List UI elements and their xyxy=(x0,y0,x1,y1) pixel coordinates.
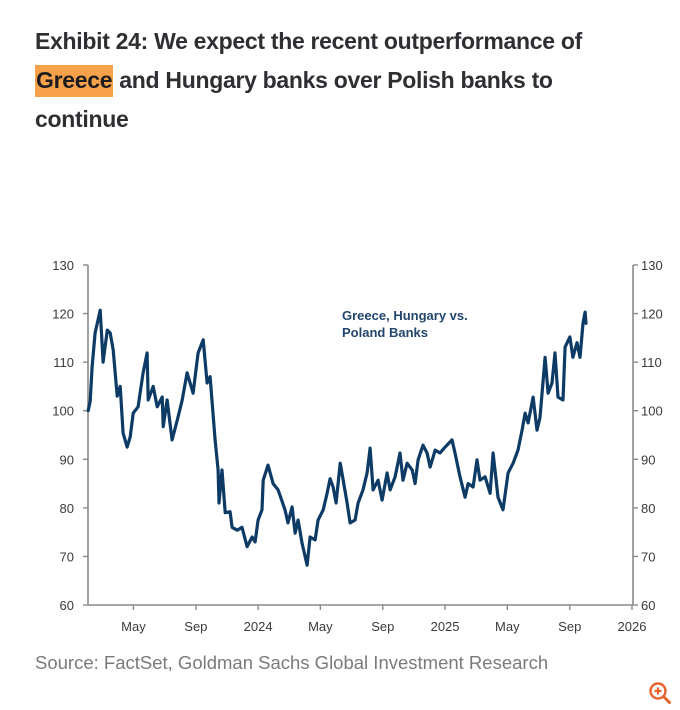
y-tick-label-right: 130 xyxy=(641,258,663,273)
y-tick-label-left: 110 xyxy=(53,355,74,370)
title-highlight: Greece xyxy=(35,65,114,97)
exhibit-title: Exhibit 24: We expect the recent outperf… xyxy=(35,22,675,139)
title-line-2-rest: and Hungary banks over Polish banks to xyxy=(113,67,553,93)
y-tick-label-left: 90 xyxy=(60,452,74,467)
y-tick-label-left: 60 xyxy=(60,598,74,613)
y-tick-label-left: 100 xyxy=(52,404,74,419)
source-note: Source: FactSet, Goldman Sachs Global In… xyxy=(35,652,549,673)
y-tick-label-right: 60 xyxy=(641,598,655,613)
series xyxy=(86,308,588,567)
x-tick-label: 2026 xyxy=(618,619,647,634)
x-tick-label: 2024 xyxy=(244,619,273,634)
y-tick-label-right: 70 xyxy=(641,549,655,564)
y-tick-label-left: 70 xyxy=(60,549,74,564)
y-tick-label-right: 120 xyxy=(641,307,663,322)
title-line-2: Greece and Hungary banks over Polish ban… xyxy=(35,61,675,100)
zoom-in-icon xyxy=(649,682,671,704)
annotation-line-2: Poland Banks xyxy=(342,325,428,340)
title-line-3: continue xyxy=(35,106,129,132)
x-tick-label: May xyxy=(495,619,520,634)
series-line-0 xyxy=(86,308,588,567)
y-tick-label-right: 80 xyxy=(641,501,655,516)
y-tick-label-right: 100 xyxy=(641,404,663,419)
x-tick-label: 2025 xyxy=(431,619,460,634)
zoom-in-button[interactable] xyxy=(648,681,672,705)
y-tick-label-right: 90 xyxy=(641,452,655,467)
y-tick-label-left: 80 xyxy=(60,501,74,516)
y-tick-label-left: 120 xyxy=(52,307,74,322)
annotation: Greece, Hungary vs. Poland Banks xyxy=(342,308,468,340)
x-tick-label: Sep xyxy=(184,619,207,634)
y-tick-label-right: 110 xyxy=(641,355,662,370)
x-tick-label: May xyxy=(308,619,333,634)
tick-labels: 60 60 70 70 80 80 90 90 100 100 110 110 120 120 130 130… xyxy=(52,258,662,634)
x-tick-label: May xyxy=(121,619,146,634)
x-tick-label: Sep xyxy=(558,619,581,634)
axes xyxy=(83,264,638,610)
title-line-1: Exhibit 24: We expect the recent outperf… xyxy=(35,28,582,54)
annotation-line-1: Greece, Hungary vs. xyxy=(342,308,468,323)
x-tick-label: Sep xyxy=(371,619,394,634)
y-tick-label-left: 130 xyxy=(52,258,74,273)
